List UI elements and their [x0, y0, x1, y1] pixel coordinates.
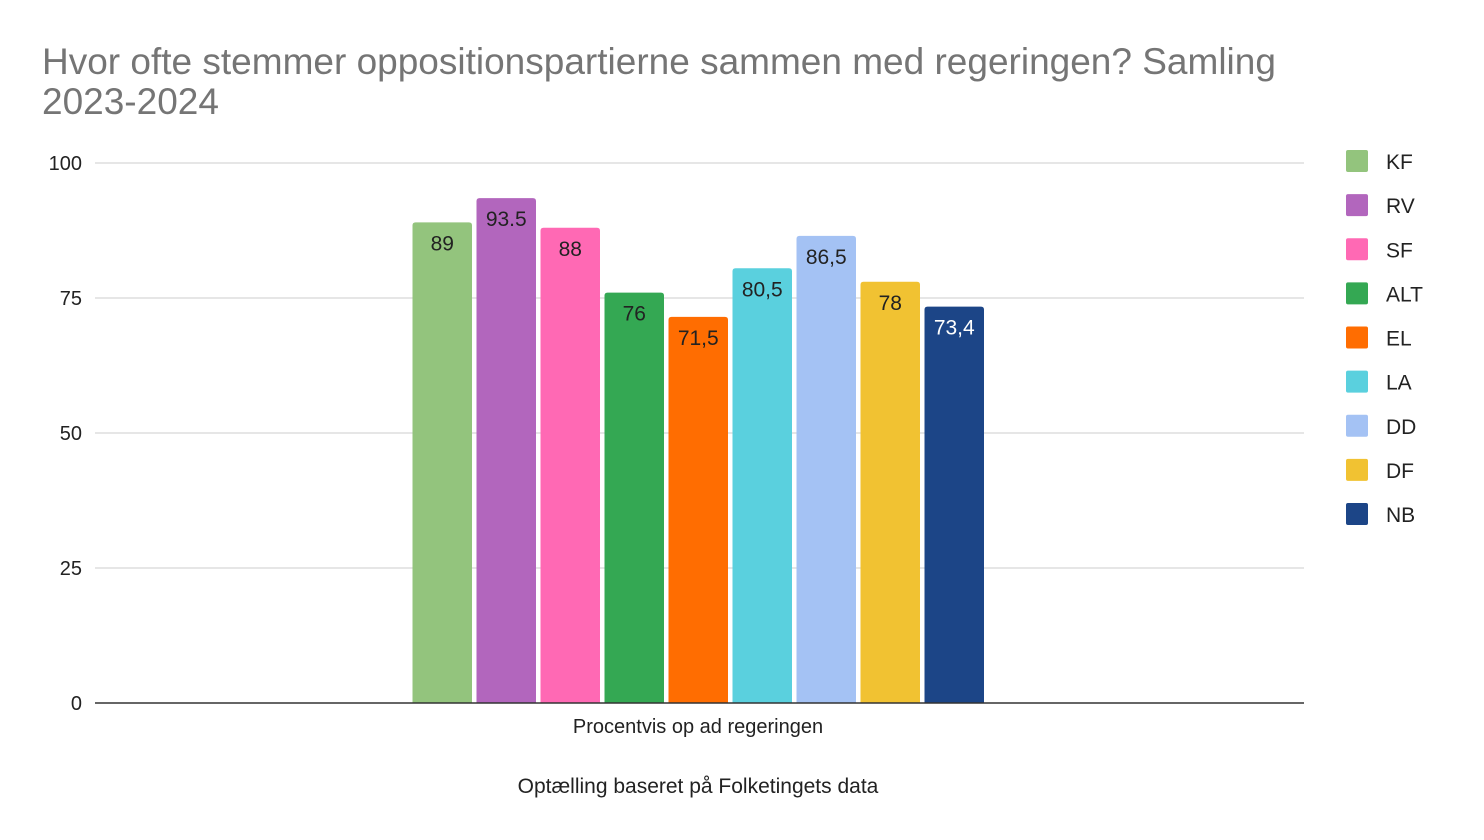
- legend-swatch-df: [1346, 458, 1368, 481]
- x-axis-title: Optælling baseret på Folketingets data: [518, 775, 879, 798]
- y-tick-label: 50: [60, 423, 82, 445]
- bar-rv: [476, 198, 536, 703]
- legend-swatch-rv: [1346, 194, 1368, 217]
- data-label-nb: 73,4: [934, 317, 975, 340]
- data-label-dd: 86,5: [806, 246, 847, 269]
- legend-swatch-nb: [1346, 503, 1368, 525]
- chart-title-line-1: Hvor ofte stemmer oppositionspartierne s…: [42, 41, 1276, 82]
- data-labels: 89 93.5 88 76 71,5 80,5 86,5 78 73,4: [431, 208, 975, 350]
- bar-nb: [924, 306, 984, 703]
- legend-label-kf: KF: [1386, 151, 1413, 174]
- legend: KF RV SF ALT EL LA DD DF NB: [1346, 150, 1423, 527]
- legend-swatch-kf: [1346, 150, 1368, 172]
- x-category-label: Procentvis op ad regeringen: [573, 716, 823, 738]
- y-tick-label: 25: [60, 558, 82, 580]
- y-axis-tick-labels: 0 25 50 75 100: [49, 153, 82, 715]
- data-label-el: 71,5: [678, 327, 719, 350]
- y-tick-label: 75: [60, 288, 82, 310]
- chart-title-line-2: 2023-2024: [42, 81, 219, 122]
- data-label-rv: 93.5: [486, 208, 527, 231]
- gridlines: [95, 162, 1304, 569]
- bar-alt: [604, 292, 664, 703]
- legend-swatch-el: [1346, 326, 1368, 349]
- data-label-la: 80,5: [742, 278, 783, 301]
- data-label-sf: 88: [559, 238, 582, 261]
- data-label-alt: 76: [623, 303, 646, 326]
- y-tick-label: 100: [49, 153, 82, 175]
- bars: [412, 198, 984, 704]
- bar-kf: [412, 222, 472, 703]
- bar-df: [860, 281, 920, 703]
- data-label-df: 78: [879, 292, 902, 315]
- legend-label-la: LA: [1386, 372, 1412, 395]
- legend-swatch-la: [1346, 370, 1368, 393]
- bar-la: [732, 268, 792, 703]
- legend-swatch-alt: [1346, 282, 1368, 305]
- legend-swatch-dd: [1346, 414, 1368, 437]
- legend-swatch-sf: [1346, 238, 1368, 261]
- y-tick-label: 0: [71, 693, 82, 715]
- bar-sf: [540, 227, 600, 704]
- data-label-kf: 89: [431, 232, 454, 255]
- legend-label-dd: DD: [1386, 416, 1416, 439]
- legend-label-nb: NB: [1386, 504, 1415, 527]
- legend-label-el: EL: [1386, 328, 1412, 351]
- legend-label-rv: RV: [1386, 195, 1415, 218]
- legend-label-df: DF: [1386, 460, 1414, 483]
- legend-label-alt: ALT: [1386, 283, 1423, 306]
- bar-dd: [796, 235, 856, 703]
- chart-title: Hvor ofte stemmer oppositionspartierne s…: [42, 41, 1286, 122]
- legend-label-sf: SF: [1386, 239, 1413, 262]
- bar-el: [668, 316, 728, 703]
